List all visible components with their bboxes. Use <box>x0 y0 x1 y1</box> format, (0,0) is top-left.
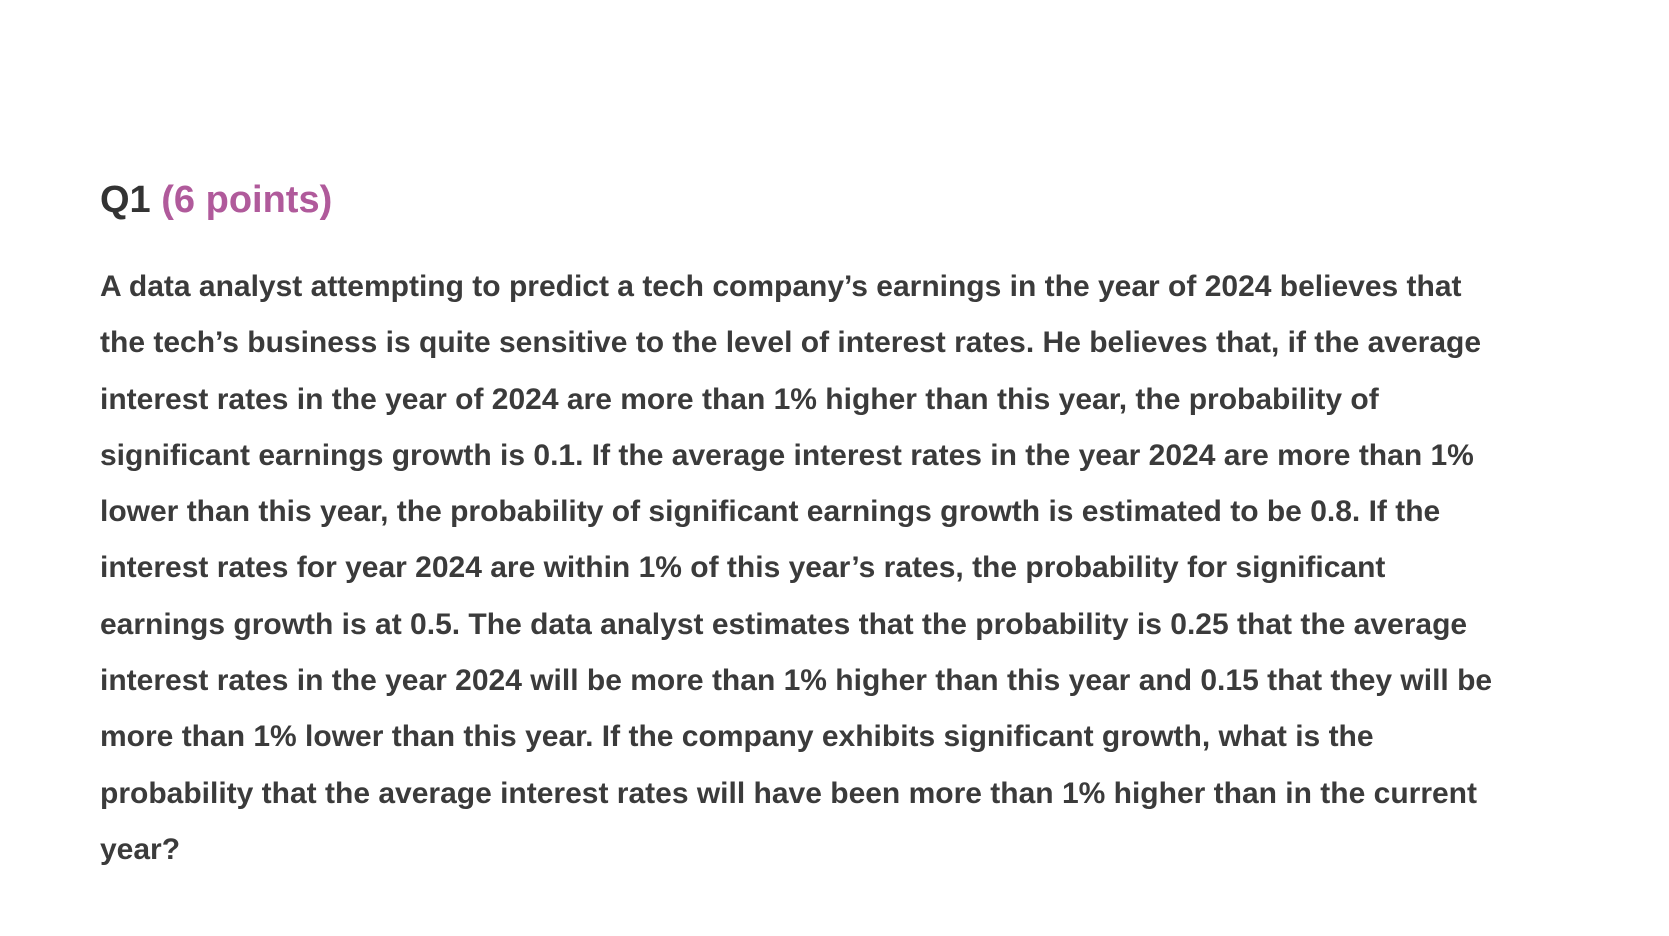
question-block: Q1 (6 points) A data analyst attempting … <box>100 176 1500 878</box>
question-number: Q1 <box>100 179 151 221</box>
question-heading: Q1 (6 points) <box>100 176 1500 224</box>
question-points: (6 points) <box>161 179 333 221</box>
question-text: A data analyst attempting to predict a t… <box>100 270 1493 866</box>
